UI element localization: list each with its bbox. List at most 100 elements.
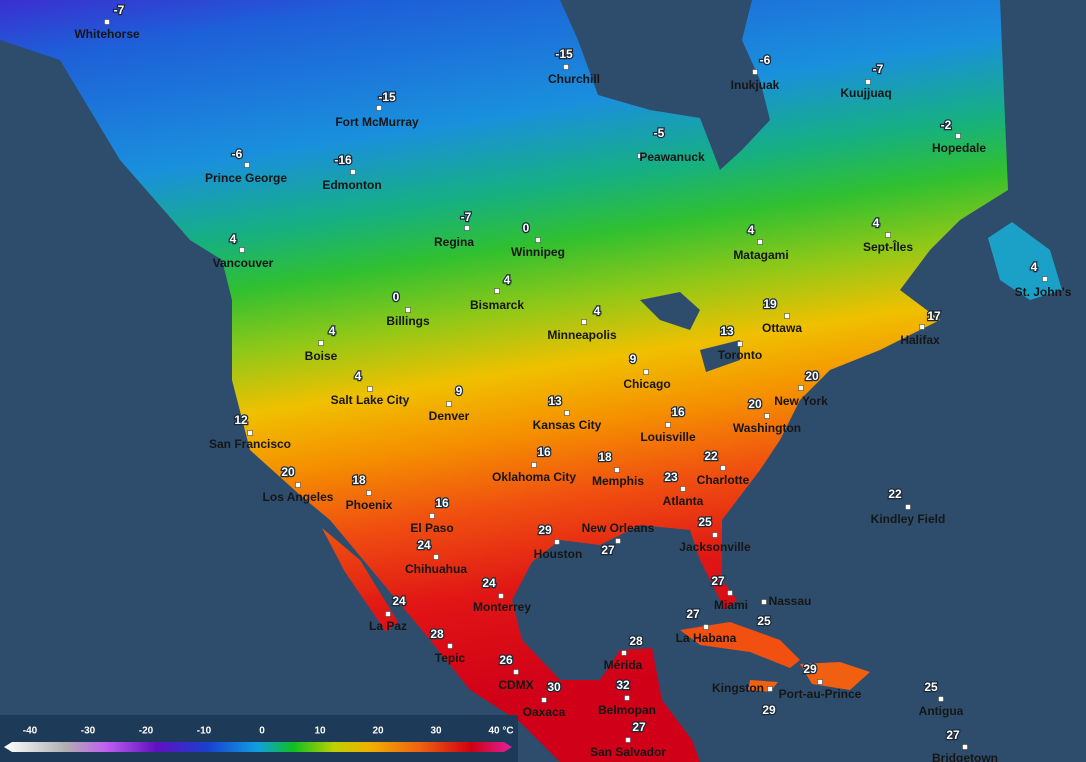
city-name: Bridgetown bbox=[932, 751, 998, 762]
city-name: Denver bbox=[429, 409, 470, 423]
city-marker bbox=[615, 538, 621, 544]
city-name: Kuujjuaq bbox=[840, 86, 891, 100]
legend-tick-label: -40 bbox=[23, 726, 38, 737]
city-layer: Whitehorse -7 Churchill -15 Inukjuak -6 Kuujju… bbox=[74, 2, 1072, 762]
city-name: Hopedale bbox=[932, 141, 986, 155]
city-temperature: 4 bbox=[873, 216, 880, 230]
city-name: Whitehorse bbox=[74, 27, 140, 41]
city-name: Antigua bbox=[919, 704, 964, 718]
city-marker bbox=[318, 340, 324, 346]
city-marker bbox=[535, 237, 541, 243]
city-name: St. John's bbox=[1015, 285, 1072, 299]
city-temperature: -7 bbox=[461, 210, 472, 224]
city-temperature: -16 bbox=[334, 153, 352, 167]
city-temperature: -6 bbox=[232, 147, 243, 161]
city-marker bbox=[625, 737, 631, 743]
city-name: Atlanta bbox=[663, 494, 704, 508]
city-marker bbox=[752, 69, 758, 75]
city-name: Bismarck bbox=[470, 298, 524, 312]
city-name: New Orleans bbox=[582, 521, 655, 535]
city-marker bbox=[955, 133, 961, 139]
city-name: Monterrey bbox=[473, 600, 531, 614]
city-marker bbox=[614, 467, 620, 473]
city-temperature: 28 bbox=[629, 634, 643, 648]
city-marker bbox=[513, 669, 519, 675]
city-marker bbox=[643, 369, 649, 375]
city-name: Chihuahua bbox=[405, 562, 467, 576]
land bbox=[680, 622, 800, 668]
city-temperature: 4 bbox=[329, 324, 336, 338]
city-temperature: 27 bbox=[711, 574, 725, 588]
city-temperature: 13 bbox=[720, 324, 734, 338]
city-temperature: 20 bbox=[281, 465, 295, 479]
city-marker bbox=[905, 504, 911, 510]
city-temperature: 16 bbox=[435, 496, 449, 510]
city-name: Churchill bbox=[548, 72, 600, 86]
legend-box bbox=[0, 715, 518, 762]
city-marker bbox=[798, 385, 804, 391]
city-name: Boise bbox=[305, 349, 338, 363]
city-name: Oklahoma City bbox=[492, 470, 576, 484]
city-marker bbox=[665, 422, 671, 428]
legend-tick-label: 10 bbox=[314, 726, 326, 737]
city-name: Salt Lake City bbox=[331, 393, 410, 407]
city-marker bbox=[919, 324, 925, 330]
city-name: Louisville bbox=[640, 430, 696, 444]
legend-tick-label: 30 bbox=[430, 726, 442, 737]
city-marker bbox=[737, 341, 743, 347]
city-name: El Paso bbox=[410, 521, 453, 535]
city-temperature: 27 bbox=[686, 607, 700, 621]
city-name: Peawanuck bbox=[639, 150, 705, 164]
water bbox=[640, 292, 700, 330]
city-temperature: 23 bbox=[664, 470, 678, 484]
city-marker bbox=[720, 465, 726, 471]
city-name: Edmonton bbox=[322, 178, 381, 192]
city-name: Los Angeles bbox=[263, 490, 334, 504]
city-name: Halifax bbox=[900, 333, 940, 347]
city-marker bbox=[817, 679, 823, 685]
city-marker bbox=[385, 611, 391, 617]
city-marker bbox=[624, 695, 630, 701]
legend-tick-label: 20 bbox=[372, 726, 384, 737]
city-name: Billings bbox=[386, 314, 430, 328]
city-temperature: 32 bbox=[616, 678, 630, 692]
city-name: Nassau bbox=[769, 594, 812, 608]
city-marker bbox=[367, 386, 373, 392]
city-temperature: 25 bbox=[757, 614, 771, 628]
city-marker bbox=[541, 697, 547, 703]
legend-bar bbox=[4, 742, 512, 752]
city-marker bbox=[757, 239, 763, 245]
legend-tick-label: -30 bbox=[81, 726, 96, 737]
city-name: San Francisco bbox=[209, 437, 291, 451]
city-temperature: 22 bbox=[888, 487, 902, 501]
city-temperature: 26 bbox=[499, 653, 513, 667]
city-marker bbox=[784, 313, 790, 319]
city-name: Oaxaca bbox=[523, 705, 566, 719]
city-temperature: 25 bbox=[698, 515, 712, 529]
city-temperature: 30 bbox=[547, 680, 561, 694]
city-temperature: 24 bbox=[392, 594, 406, 608]
city-temperature: 27 bbox=[946, 728, 960, 742]
city-name: Belmopan bbox=[598, 703, 656, 717]
city-temperature: -15 bbox=[378, 90, 396, 104]
city-marker bbox=[1042, 276, 1048, 282]
city-name: Kindley Field bbox=[871, 512, 946, 526]
city-marker bbox=[405, 307, 411, 313]
city-name: Inukjuak bbox=[731, 78, 780, 92]
water bbox=[700, 340, 740, 372]
city-temperature: 4 bbox=[1031, 260, 1038, 274]
city-name: Fort McMurray bbox=[335, 115, 419, 129]
city-marker bbox=[244, 162, 250, 168]
city-marker bbox=[554, 539, 560, 545]
city-name: Charlotte bbox=[697, 473, 750, 487]
city-name: Mérida bbox=[604, 658, 643, 672]
city-temperature: 19 bbox=[763, 297, 777, 311]
city-temperature: 24 bbox=[417, 538, 431, 552]
city-marker bbox=[767, 686, 773, 692]
city-marker bbox=[446, 401, 452, 407]
city-name: Prince George bbox=[205, 171, 287, 185]
city-temperature: 4 bbox=[355, 369, 362, 383]
city-name: Kingston bbox=[712, 681, 764, 695]
city-marker bbox=[703, 624, 709, 630]
